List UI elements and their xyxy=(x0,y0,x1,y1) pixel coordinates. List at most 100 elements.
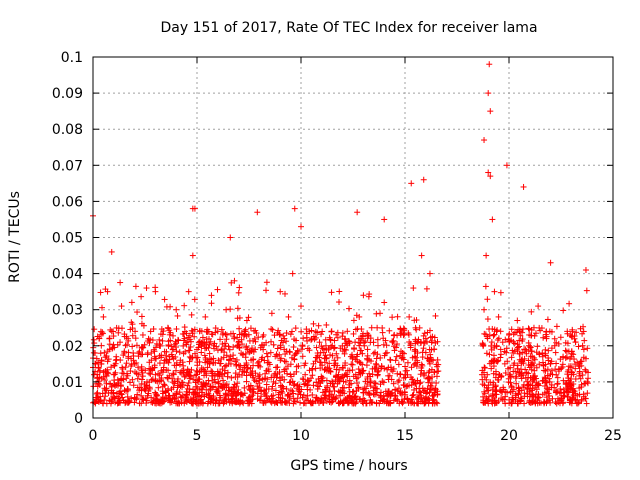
band-point xyxy=(329,380,336,387)
band-point xyxy=(334,334,341,341)
band-point xyxy=(157,331,164,338)
band-point xyxy=(117,279,124,286)
band-point xyxy=(217,336,224,343)
band-point xyxy=(535,380,542,387)
data-point xyxy=(547,259,554,266)
band-point xyxy=(502,400,509,407)
band-point xyxy=(295,363,302,370)
band-point xyxy=(335,388,342,395)
band-point xyxy=(346,338,353,345)
band-point xyxy=(247,325,254,332)
band-point xyxy=(283,358,290,365)
band-point xyxy=(363,362,370,369)
band-point xyxy=(170,371,177,378)
band-point xyxy=(582,366,589,373)
data-point xyxy=(422,335,429,342)
data-point xyxy=(431,346,438,353)
band-point xyxy=(411,386,418,393)
data-point xyxy=(327,368,334,375)
band-point xyxy=(186,375,193,382)
band-point xyxy=(356,396,363,403)
band-point xyxy=(481,364,488,371)
band-point xyxy=(289,390,296,397)
band-point xyxy=(552,389,559,396)
band-point xyxy=(147,328,154,335)
band-point xyxy=(173,359,180,366)
band-point xyxy=(518,387,525,394)
data-point xyxy=(106,346,113,353)
data-point xyxy=(385,364,392,371)
band-point xyxy=(173,400,180,407)
band-point xyxy=(314,385,321,392)
band-point xyxy=(484,316,491,323)
band-point xyxy=(152,377,159,384)
band-point xyxy=(170,370,177,377)
band-point xyxy=(366,370,373,377)
data-point xyxy=(368,324,375,331)
band-point xyxy=(432,312,439,319)
band-point xyxy=(146,365,153,372)
band-point xyxy=(512,375,519,382)
chart-title: Day 151 of 2017, Rate Of TEC Index for r… xyxy=(160,20,537,36)
band-point xyxy=(276,331,283,338)
data-point xyxy=(487,108,494,115)
y-tick-label: 0.1 xyxy=(61,50,83,66)
data-point xyxy=(110,371,117,378)
y-tick-label: 0.06 xyxy=(52,194,83,210)
data-point xyxy=(397,331,404,338)
band-point xyxy=(328,328,335,335)
band-point xyxy=(508,400,515,407)
band-point xyxy=(314,329,321,336)
data-point xyxy=(135,371,142,378)
band-point xyxy=(195,376,202,383)
data-point xyxy=(335,371,342,378)
band-point xyxy=(491,344,498,351)
band-point xyxy=(480,342,487,349)
band-point xyxy=(554,380,561,387)
band-point xyxy=(231,381,238,388)
band-point xyxy=(247,348,254,355)
band-point xyxy=(261,357,268,364)
band-point xyxy=(336,288,343,295)
data-point xyxy=(331,357,338,364)
band-point xyxy=(313,379,320,386)
band-point xyxy=(326,396,333,403)
x-tick-label: 0 xyxy=(89,428,98,444)
band-point xyxy=(424,396,431,403)
band-point xyxy=(252,370,259,377)
band-point xyxy=(583,400,590,407)
data-point xyxy=(497,346,504,353)
band-point xyxy=(287,361,294,368)
band-point xyxy=(569,389,576,396)
band-point xyxy=(256,384,263,391)
band-point xyxy=(520,372,527,379)
band-point xyxy=(141,386,148,393)
band-point xyxy=(349,396,356,403)
band-point xyxy=(332,395,339,402)
band-point xyxy=(350,330,357,337)
band-point xyxy=(172,367,179,374)
band-point xyxy=(223,362,230,369)
band-point xyxy=(352,393,359,400)
band-point xyxy=(395,361,402,368)
band-point xyxy=(516,337,523,344)
data-point xyxy=(227,353,234,360)
band-point xyxy=(187,343,194,350)
band-point xyxy=(381,396,388,403)
band-point xyxy=(377,389,384,396)
band-point xyxy=(191,333,198,340)
band-point xyxy=(533,349,540,356)
band-point xyxy=(548,381,555,388)
band-point xyxy=(304,386,311,393)
band-point xyxy=(515,369,522,376)
band-point xyxy=(199,334,206,341)
band-point xyxy=(181,373,188,380)
data-point xyxy=(243,317,250,324)
band-point xyxy=(208,300,215,307)
band-point xyxy=(207,387,214,394)
band-point xyxy=(270,378,277,385)
band-point xyxy=(553,360,560,367)
axis-ticks xyxy=(92,56,614,419)
band-point xyxy=(135,353,142,360)
band-point xyxy=(250,374,257,381)
